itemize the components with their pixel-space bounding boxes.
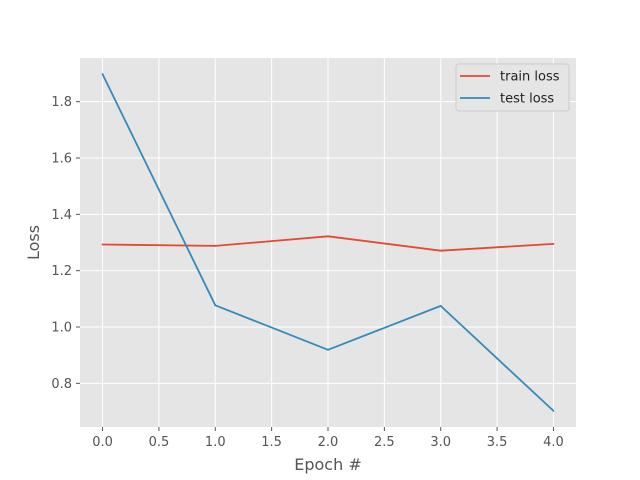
x-tick-label: 1.5: [261, 435, 282, 450]
data-point-test-loss: [101, 73, 104, 75]
y-tick-label: 1.2: [51, 264, 72, 279]
x-axis-ticks: 0.0 0.5 1.0 1.5 2.0 2.5 3.0 3.5 4.0: [92, 427, 564, 450]
x-tick-label: 0.5: [149, 435, 170, 450]
y-tick-label: 1.8: [51, 95, 72, 110]
y-axis-ticks: 0.8 1.0 1.2 1.4 1.6 1.8: [51, 95, 80, 392]
y-tick-label: 0.8: [51, 377, 72, 392]
x-tick-label: 4.0: [543, 435, 564, 450]
legend-label-train-loss: train loss: [500, 70, 560, 85]
x-tick-label: 2.0: [318, 435, 339, 450]
x-tick-label: 1.0: [205, 435, 226, 450]
data-point-test-loss: [552, 410, 555, 412]
x-axis-label: Epoch #: [294, 455, 361, 474]
x-tick-label: 0.0: [92, 435, 113, 450]
data-point-train-loss: [439, 249, 442, 252]
x-tick-label: 3.0: [430, 435, 451, 450]
data-point-train-loss: [552, 243, 555, 245]
data-point-train-loss: [101, 243, 104, 246]
data-point-train-loss: [214, 244, 217, 247]
legend-label-test-loss: test loss: [500, 92, 554, 107]
data-point-test-loss: [439, 304, 442, 307]
x-tick-label: 2.5: [374, 435, 395, 450]
y-tick-label: 1.4: [51, 208, 72, 223]
series-lines: [101, 73, 555, 412]
data-point-train-loss: [327, 235, 329, 238]
y-tick-label: 1.6: [51, 151, 72, 166]
data-point-test-loss: [327, 348, 329, 351]
data-point-test-loss: [214, 304, 217, 307]
y-tick-label: 1.0: [51, 321, 72, 336]
y-axis-label: Loss: [24, 225, 43, 260]
x-tick-label: 3.5: [487, 435, 508, 450]
grid-lines: [80, 58, 576, 427]
legend: train loss test loss: [455, 63, 570, 112]
